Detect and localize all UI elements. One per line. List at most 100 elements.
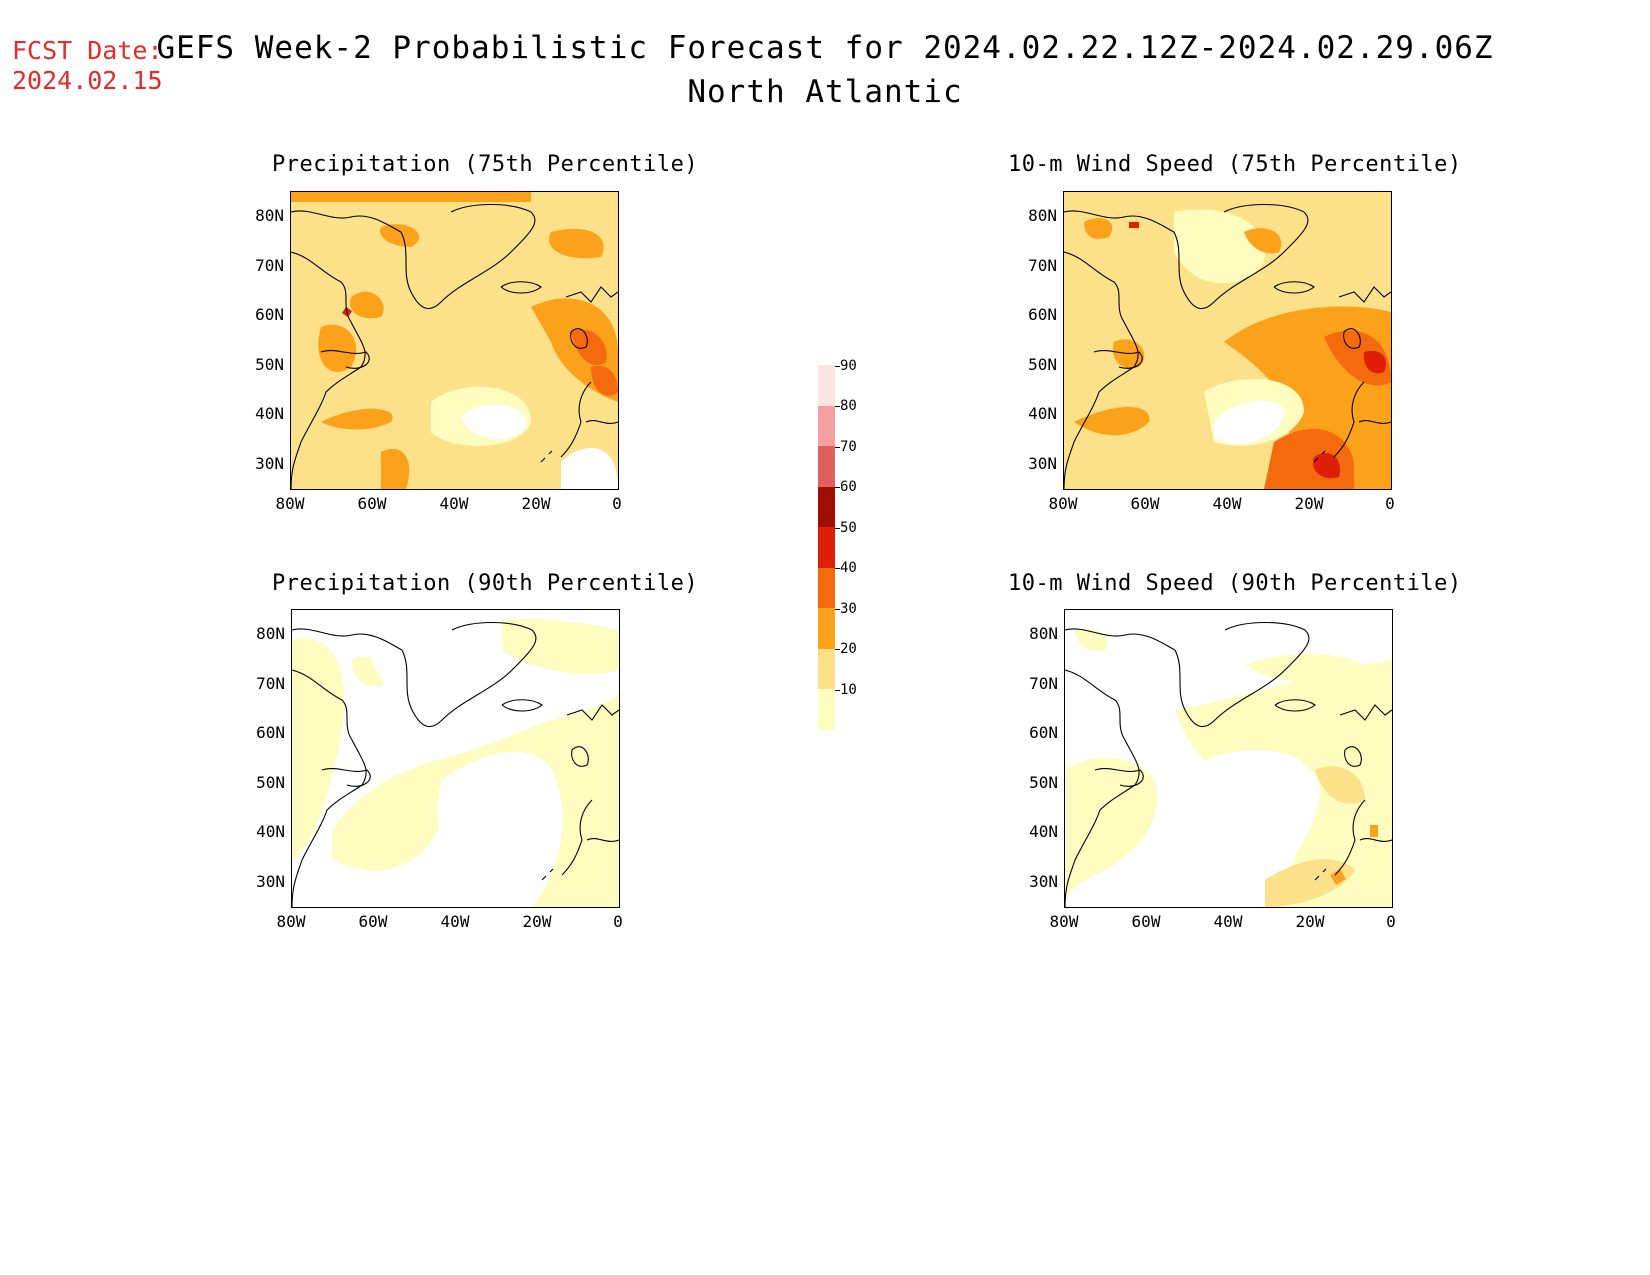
colorbar-label: 20 bbox=[840, 641, 857, 657]
lat-tick-label: 50N bbox=[255, 355, 284, 374]
coastline bbox=[565, 286, 618, 303]
lat-tick-label: 80N bbox=[255, 206, 284, 225]
coastline bbox=[1359, 838, 1392, 842]
lon-tick-label: 80W bbox=[275, 494, 305, 513]
lon-tick-label: 60W bbox=[357, 494, 387, 513]
probability-contour bbox=[1074, 407, 1150, 436]
coastline bbox=[292, 628, 403, 651]
coastline bbox=[570, 328, 588, 349]
probability-contour bbox=[549, 228, 604, 259]
panel-title-precip-90: Precipitation (90th Percentile) bbox=[272, 571, 699, 596]
coastline bbox=[1344, 746, 1362, 767]
colorbar-tick bbox=[835, 365, 840, 367]
lat-tick-label: 70N bbox=[256, 674, 285, 693]
colorbar: 10 20 30 40 50 60 70 80 90 bbox=[818, 335, 898, 735]
colorbar-tick bbox=[835, 487, 840, 488]
coastline bbox=[450, 203, 532, 213]
lon-tick-label: 40W bbox=[439, 494, 469, 513]
probability-contour bbox=[461, 404, 527, 440]
fcst-date-value: 2024.02.15 bbox=[12, 66, 163, 95]
coastline bbox=[1093, 350, 1143, 369]
map-canvas bbox=[291, 192, 618, 489]
map-canvas bbox=[1064, 192, 1391, 489]
coastline bbox=[560, 381, 592, 458]
probability-contour bbox=[1313, 453, 1340, 479]
panel-title-wind-90: 10-m Wind Speed (90th Percentile) bbox=[1008, 571, 1462, 596]
lon-tick-label: 20W bbox=[521, 494, 551, 513]
region-subtitle: North Atlantic bbox=[687, 74, 963, 110]
colorbar-tick bbox=[835, 649, 840, 650]
probability-contour bbox=[1245, 653, 1365, 682]
probability-contour bbox=[591, 365, 618, 396]
coastline bbox=[571, 746, 589, 767]
probability-contour bbox=[1214, 400, 1285, 445]
probability-contour bbox=[1203, 750, 1320, 890]
colorbar-label: 30 bbox=[840, 600, 857, 617]
coastline bbox=[320, 350, 370, 369]
colorbar-tick bbox=[835, 608, 840, 610]
probability-contour bbox=[1370, 825, 1378, 837]
colorbar-tick bbox=[835, 568, 840, 569]
lat-tick-label: 60N bbox=[1028, 305, 1057, 324]
probability-contour bbox=[318, 324, 357, 373]
coastline bbox=[321, 768, 371, 787]
coastline bbox=[1338, 286, 1391, 303]
lat-tick-label: 60N bbox=[1029, 723, 1058, 742]
coastline bbox=[1274, 699, 1316, 712]
coastline bbox=[1223, 203, 1305, 213]
colorbar-swatch bbox=[818, 527, 835, 568]
colorbar-swatch bbox=[818, 446, 835, 487]
coastline bbox=[1064, 210, 1175, 233]
coastline bbox=[1065, 628, 1176, 651]
coastline bbox=[1343, 328, 1361, 349]
lat-tick-label: 40N bbox=[1028, 404, 1057, 423]
lon-tick-label: 0 bbox=[613, 912, 623, 931]
coastline bbox=[1358, 420, 1391, 424]
lon-tick-label: 20W bbox=[1294, 494, 1324, 513]
probability-contour bbox=[561, 447, 618, 489]
coastline bbox=[540, 450, 553, 463]
lon-tick-label: 0 bbox=[612, 494, 622, 513]
probability-contour bbox=[381, 448, 410, 489]
probability-contour bbox=[1065, 757, 1158, 907]
lat-tick-label: 30N bbox=[1029, 872, 1058, 891]
probability-contour bbox=[380, 224, 420, 247]
probability-contour bbox=[1315, 766, 1365, 804]
page-title: GEFS Week-2 Probabilistic Forecast for 2… bbox=[156, 30, 1494, 66]
colorbar-swatch bbox=[818, 365, 835, 406]
probability-contour bbox=[571, 329, 607, 366]
coastline bbox=[1064, 366, 1135, 489]
colorbar-label: 10 bbox=[840, 681, 857, 698]
probability-contour bbox=[291, 192, 531, 202]
coastline bbox=[1065, 669, 1140, 786]
map-wind-75 bbox=[1063, 191, 1392, 490]
lat-tick-label: 50N bbox=[1028, 355, 1057, 374]
coastline bbox=[1334, 799, 1366, 876]
probability-contour bbox=[1129, 222, 1139, 228]
coastline bbox=[1173, 211, 1309, 310]
lat-tick-label: 70N bbox=[255, 256, 284, 275]
coastline bbox=[1339, 704, 1392, 721]
panel-title-wind-75: 10-m Wind Speed (75th Percentile) bbox=[1008, 152, 1462, 177]
lon-tick-label: 80W bbox=[1048, 494, 1078, 513]
map-precip-75 bbox=[290, 191, 619, 490]
lat-tick-label: 80N bbox=[1029, 624, 1058, 643]
probability-contour bbox=[1174, 209, 1266, 284]
coastline bbox=[501, 699, 543, 712]
coastline bbox=[291, 210, 402, 233]
lon-tick-label: 0 bbox=[1385, 494, 1395, 513]
lat-tick-label: 30N bbox=[255, 454, 284, 473]
lat-tick-label: 30N bbox=[256, 872, 285, 891]
lat-tick-label: 30N bbox=[1028, 454, 1057, 473]
lon-tick-label: 20W bbox=[522, 912, 552, 931]
coastline bbox=[291, 251, 366, 368]
coastline bbox=[1224, 621, 1306, 631]
coastline bbox=[400, 211, 536, 310]
map-wind-90 bbox=[1064, 609, 1393, 908]
lat-tick-label: 70N bbox=[1029, 674, 1058, 693]
colorbar-tick bbox=[835, 446, 840, 448]
lon-tick-label: 0 bbox=[1386, 912, 1396, 931]
coastline bbox=[1174, 629, 1310, 728]
colorbar-label: 60 bbox=[840, 479, 857, 495]
lon-tick-label: 20W bbox=[1295, 912, 1325, 931]
